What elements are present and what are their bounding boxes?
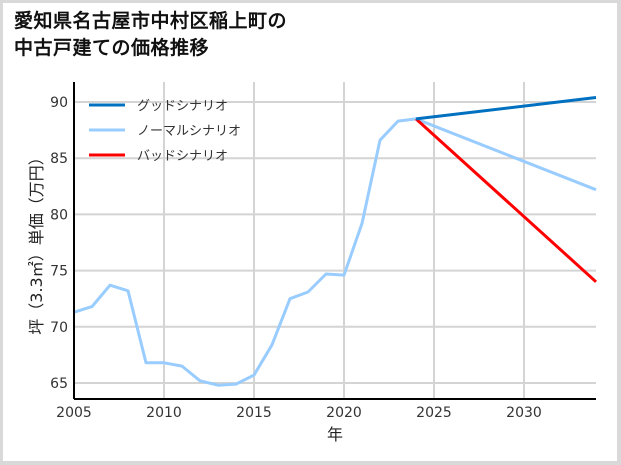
chart-title: 愛知県名古屋市中村区稲上町の 中古戸建ての価格推移 [14, 8, 287, 62]
y-tick-label: 90 [50, 95, 68, 111]
chart-title-line-2: 中古戸建ての価格推移 [14, 37, 210, 59]
y-tick-label: 85 [50, 151, 68, 167]
y-tick-label: 65 [50, 376, 68, 392]
y-axis-label: 坪（3.3㎡）単価（万円） [27, 149, 46, 334]
y-tick-label: 80 [50, 207, 68, 223]
legend-label: ノーマルシナリオ [137, 124, 241, 139]
series-line [73, 117, 597, 387]
legend-label: グッドシナリオ [137, 99, 228, 114]
y-tick-label: 75 [50, 264, 68, 280]
legend-label: バッドシナリオ [137, 149, 228, 164]
x-axis-label: 年 [327, 425, 343, 444]
series-lines [73, 96, 598, 387]
y-tick-label: 70 [50, 320, 68, 336]
series-line [415, 96, 597, 121]
x-tick-label: 2015 [236, 405, 272, 421]
x-tick-label: 2020 [326, 405, 362, 421]
series-line [414, 117, 598, 283]
x-tick-label: 2025 [416, 405, 452, 421]
x-tick-label: 2030 [506, 405, 542, 421]
x-tick-label: 2010 [146, 405, 182, 421]
chart-title-line-1: 愛知県名古屋市中村区稲上町の [14, 10, 288, 32]
axes: 65 70 75 80 85 90 2005 2010 2015 2020 2025 2030 [50, 82, 596, 421]
x-tick-label: 2005 [56, 405, 92, 421]
